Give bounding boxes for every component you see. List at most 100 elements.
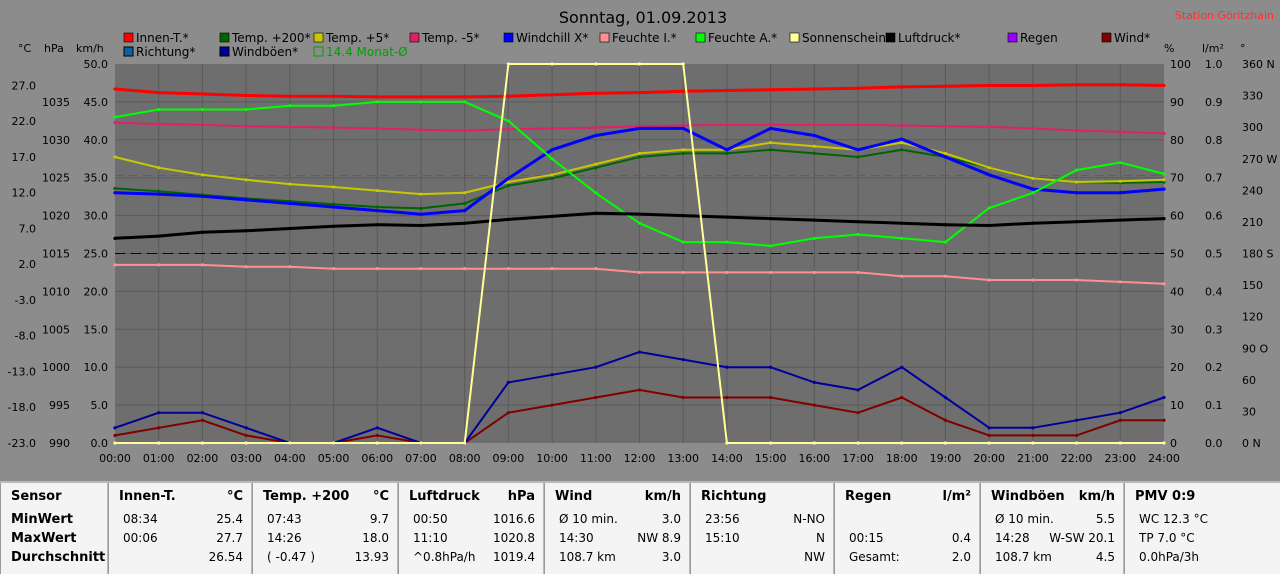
row-value: 3.0 xyxy=(661,550,681,564)
data-point xyxy=(244,107,248,112)
row-label: TP 7.0 °C xyxy=(1139,531,1195,545)
data-point xyxy=(157,192,161,196)
direction-tick-label: 150 xyxy=(1242,279,1263,292)
legend: Innen-T.* Temp. +200* Temp. +5* Temp. -5* Wi… xyxy=(123,31,1150,59)
lm2-tick-label: 0.8 xyxy=(1205,134,1223,147)
data-point xyxy=(769,270,773,275)
data-point xyxy=(1162,418,1166,422)
legend-label: Sonnenschein xyxy=(802,31,886,45)
legend-swatch xyxy=(123,46,134,57)
hpa-tick-label: 1010 xyxy=(42,285,70,298)
data-point xyxy=(419,95,423,99)
data-point xyxy=(594,191,598,195)
data-point xyxy=(769,244,773,248)
data-point xyxy=(288,265,292,269)
data-point xyxy=(113,115,117,119)
data-point xyxy=(943,441,948,445)
data-point xyxy=(244,441,248,445)
table-row: WC 12.3 °C xyxy=(1131,512,1273,528)
time-tick-label: 00:00 xyxy=(99,452,131,465)
data-point xyxy=(244,426,248,430)
row-label: 08:34 xyxy=(123,512,158,526)
data-point xyxy=(769,88,773,92)
data-point xyxy=(1118,418,1122,422)
data-point xyxy=(1031,433,1035,438)
legend-label: Richtung* xyxy=(136,45,195,59)
data-point xyxy=(288,226,292,231)
data-point xyxy=(113,433,117,438)
table-row: 07:43 9.7 xyxy=(259,512,389,528)
data-point xyxy=(594,162,598,166)
data-point xyxy=(419,223,423,228)
legend-swatch xyxy=(503,32,514,43)
data-point xyxy=(681,62,685,66)
row-value: 27.7 xyxy=(216,531,243,545)
legend-swatch xyxy=(1101,32,1112,43)
data-point xyxy=(637,126,642,130)
kmh-tick-label: 50.0 xyxy=(84,58,109,71)
data-point xyxy=(550,403,554,407)
data-point xyxy=(594,133,598,138)
data-point xyxy=(244,265,248,269)
data-point xyxy=(200,263,205,267)
data-point xyxy=(419,192,423,196)
time-tick-label: 12:00 xyxy=(624,452,656,465)
data-point xyxy=(550,214,554,218)
time-tick-label: 16:00 xyxy=(798,452,830,465)
data-point xyxy=(1118,218,1122,222)
row-label: 00:15 xyxy=(849,531,884,545)
time-tick-label: 10:00 xyxy=(536,452,568,465)
table-row: 14:26 18.0 xyxy=(259,531,389,547)
pct-tick-label: 60 xyxy=(1170,210,1184,223)
row-label: Ø 10 min. xyxy=(995,512,1054,526)
data-point xyxy=(856,148,860,152)
data-point xyxy=(463,95,467,99)
data-point xyxy=(157,166,161,170)
direction-tick-label: 300 xyxy=(1242,121,1263,134)
table-row: 14:30 NW 8.9 xyxy=(551,531,681,547)
data-point xyxy=(463,128,467,133)
data-point xyxy=(987,433,991,438)
row-value: 25.4 xyxy=(216,512,243,526)
column-unit: hPa xyxy=(507,489,535,504)
time-tick-label: 21:00 xyxy=(1017,452,1049,465)
data-point xyxy=(637,91,642,95)
data-point xyxy=(1118,191,1122,195)
data-point xyxy=(200,441,205,445)
data-point xyxy=(157,107,161,112)
data-point xyxy=(943,418,948,422)
direction-tick-label: 210 xyxy=(1242,216,1263,229)
data-point xyxy=(1118,130,1122,134)
data-point xyxy=(900,441,904,445)
column-unit: l/m² xyxy=(942,489,971,504)
data-point xyxy=(1162,395,1166,400)
data-point xyxy=(856,441,860,445)
time-tick-label: 18:00 xyxy=(886,452,918,465)
time-tick-label: 08:00 xyxy=(449,452,481,465)
data-point xyxy=(856,388,860,392)
direction-tick-label: 60 xyxy=(1242,374,1256,387)
data-point xyxy=(856,220,860,224)
legend-label: Regen xyxy=(1020,31,1058,45)
table-column: Sensor MinWert MaxWert Durchschnitt xyxy=(0,483,107,574)
time-tick-label: 02:00 xyxy=(187,452,219,465)
data-point xyxy=(244,229,248,233)
data-point xyxy=(812,133,816,138)
hpa-tick-label: 1025 xyxy=(42,172,70,185)
data-point xyxy=(550,62,554,66)
row-label: 0.0hPa/3h xyxy=(1139,550,1200,564)
data-point xyxy=(725,270,729,275)
data-point xyxy=(1074,180,1079,184)
table-row: 23:56 N-NO xyxy=(697,512,825,528)
time-tick-label: 17:00 xyxy=(842,452,874,465)
kmh-tick-label: 0.0 xyxy=(91,437,109,450)
data-point xyxy=(943,395,948,400)
data-point xyxy=(725,151,729,155)
row-label: 07:43 xyxy=(267,512,302,526)
data-point xyxy=(943,223,948,227)
table-row: 00:50 1016.6 xyxy=(405,512,535,528)
data-point xyxy=(856,232,860,237)
data-point xyxy=(463,267,467,271)
column-title: Windböen xyxy=(991,489,1065,504)
data-point xyxy=(681,89,685,93)
